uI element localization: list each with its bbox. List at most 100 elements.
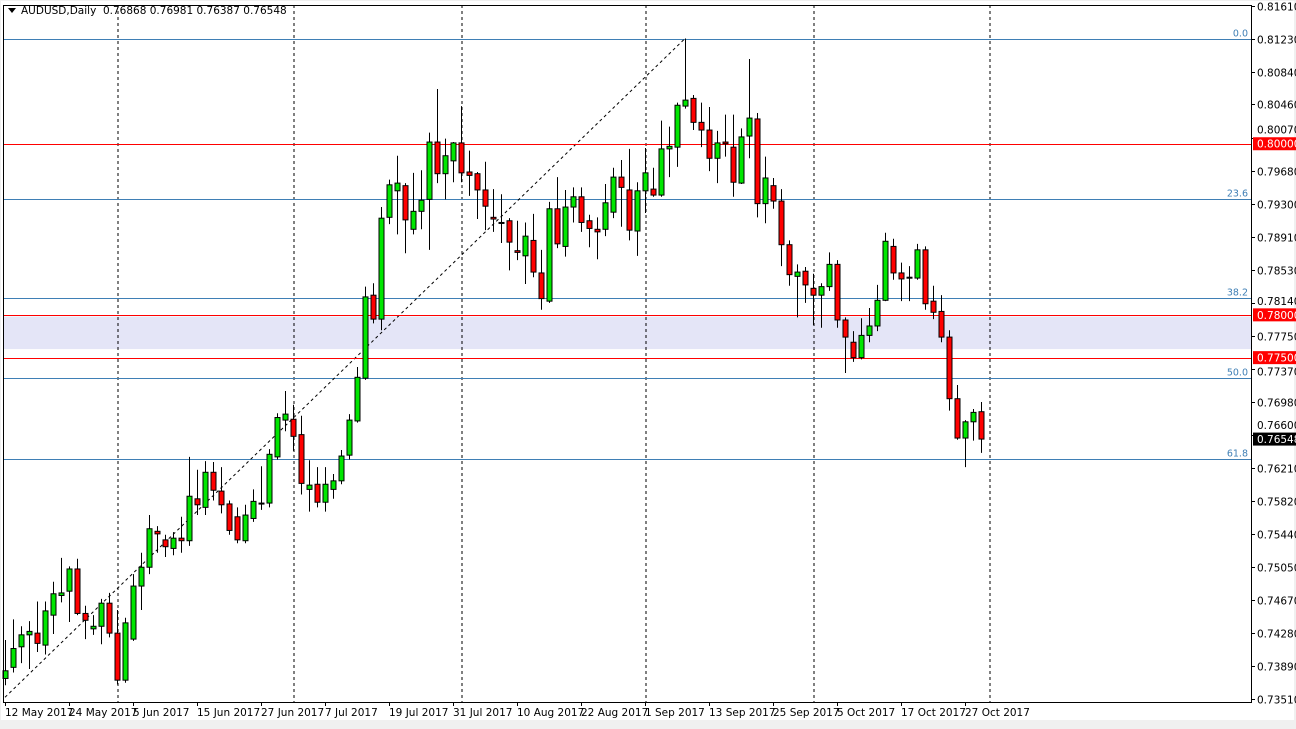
candle: [82, 605, 89, 640]
candle: [602, 183, 609, 237]
bullish-candle-body: [682, 99, 689, 107]
bearish-candle-body: [514, 250, 521, 253]
candle: [90, 615, 97, 635]
fib-level-label: 23.6: [1227, 189, 1248, 200]
bullish-candle-body: [634, 190, 641, 232]
bearish-candle-body: [210, 471, 217, 491]
bullish-candle-body: [674, 104, 681, 148]
x-axis-tick-label: 5 Jun 2017: [133, 707, 189, 719]
candle: [298, 415, 305, 495]
bearish-candle-body: [370, 294, 377, 320]
candle: [274, 413, 281, 460]
ohlc-readout: 0.76868 0.76981 0.76387 0.76548: [102, 5, 287, 17]
candle: [818, 283, 825, 328]
candle: [722, 114, 729, 157]
candle: [946, 330, 953, 411]
bearish-candle-body: [226, 503, 233, 531]
dropdown-triangle-icon[interactable]: [8, 8, 16, 13]
candle: [402, 183, 409, 254]
bearish-candle-body: [154, 530, 161, 535]
bullish-candle-body: [354, 376, 361, 422]
candle: [530, 213, 537, 278]
candle: [418, 170, 425, 230]
x-axis-tick-label: 17 Oct 2017: [901, 707, 966, 719]
candle: [634, 182, 641, 256]
bullish-candle-body: [58, 592, 65, 596]
candle: [362, 286, 369, 380]
bearish-candle-body: [978, 411, 985, 440]
bearish-candle-body: [922, 249, 929, 305]
candle: [482, 161, 489, 231]
bearish-candle-body: [842, 319, 849, 338]
bearish-candle-body: [74, 568, 81, 614]
candle: [202, 461, 209, 516]
candle: [466, 150, 473, 196]
bearish-candle-body: [482, 189, 489, 207]
candle: [506, 218, 513, 271]
bullish-candle-body: [282, 413, 289, 421]
candle: [858, 318, 865, 360]
candle: [626, 148, 633, 241]
candle: [922, 246, 929, 310]
candle: [610, 167, 617, 219]
candle: [738, 128, 745, 184]
bearish-candle-body: [618, 176, 625, 188]
bearish-candle-body: [474, 173, 481, 191]
bullish-candle-body: [738, 136, 745, 184]
bullish-candle-body: [146, 528, 153, 568]
level-price-tag: [1253, 308, 1296, 322]
bearish-candle-body: [162, 539, 169, 548]
candle: [378, 207, 385, 331]
candle: [242, 504, 249, 544]
bullish-candle-body: [266, 453, 273, 504]
candle: [226, 500, 233, 535]
candle: [802, 266, 809, 303]
candle: [74, 558, 81, 616]
bearish-candle-body: [698, 121, 705, 131]
fib-trendline[interactable]: [4, 38, 686, 698]
candle: [786, 240, 793, 286]
bearish-candle-body: [706, 129, 713, 159]
candle: [210, 462, 217, 501]
bullish-candle-body: [858, 334, 865, 359]
candle: [50, 581, 57, 634]
x-axis-tick-label: 13 Sep 2017: [709, 707, 776, 719]
bearish-candle-body: [458, 142, 465, 174]
bullish-candle-body: [338, 455, 345, 482]
bullish-candle-body: [962, 421, 969, 439]
bearish-candle-body: [538, 272, 545, 300]
candle: [578, 187, 585, 232]
bullish-candle-body: [322, 483, 329, 503]
bearish-candle-body: [34, 632, 41, 644]
candle: [394, 155, 401, 235]
candle: [218, 467, 225, 514]
candle: [954, 385, 961, 440]
candle: [890, 238, 897, 280]
candle: [42, 601, 49, 655]
bearish-candle-body: [754, 118, 761, 205]
bullish-candle-body: [882, 240, 889, 301]
candle: [306, 460, 313, 512]
x-axis-tick-label: 27 Jun 2017: [261, 707, 324, 719]
bearish-candle-body: [506, 220, 513, 243]
bearish-candle-body: [650, 188, 657, 196]
bullish-candle-body: [394, 182, 401, 192]
bearish-candle-body: [690, 97, 697, 123]
candle: [746, 59, 753, 159]
bearish-candle-body: [554, 208, 561, 245]
bullish-candle-body: [874, 299, 881, 327]
bearish-candle-body: [314, 483, 321, 503]
fib-level-label: 50.0: [1227, 368, 1248, 379]
candle: [250, 489, 257, 522]
candle: [114, 610, 121, 685]
